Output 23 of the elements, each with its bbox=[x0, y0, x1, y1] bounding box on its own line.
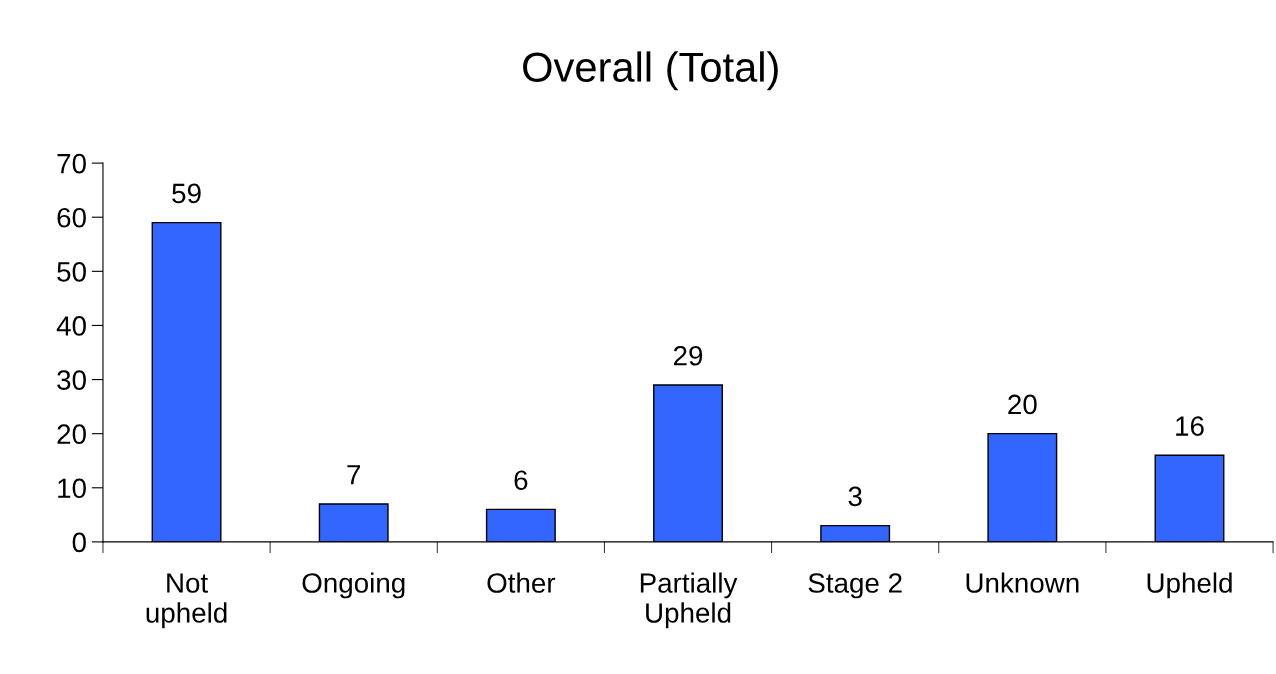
y-tick-label: 20 bbox=[57, 424, 86, 445]
data-label: 6 bbox=[514, 470, 528, 491]
y-tick-label: 0 bbox=[72, 532, 86, 553]
y-tick-label: 70 bbox=[57, 153, 86, 174]
x-tick-label: Unknown bbox=[966, 572, 1079, 593]
y-tick-label: 50 bbox=[57, 262, 86, 282]
data-label: 7 bbox=[347, 465, 361, 485]
y-tick-label: 60 bbox=[57, 207, 86, 228]
x-tick-label: Other bbox=[487, 572, 556, 593]
y-tick-label: 30 bbox=[57, 370, 86, 390]
data-label: 20 bbox=[1008, 394, 1037, 415]
data-label: 29 bbox=[673, 345, 703, 366]
data-label: 16 bbox=[1176, 416, 1204, 436]
x-tick-label: Partially Upheld bbox=[640, 572, 738, 629]
data-label: 59 bbox=[172, 183, 201, 204]
y-tick-label: 40 bbox=[56, 316, 86, 336]
x-tick-label: Upheld bbox=[1147, 572, 1232, 599]
x-tick-label: Stage 2 bbox=[808, 573, 902, 599]
y-tick-label: 10 bbox=[58, 478, 86, 499]
data-label: 3 bbox=[848, 486, 862, 507]
x-tick-label: Not upheld bbox=[146, 573, 227, 629]
x-tick-label: Ongoing bbox=[302, 572, 405, 599]
chart-title: Overall (Total) bbox=[523, 51, 778, 91]
